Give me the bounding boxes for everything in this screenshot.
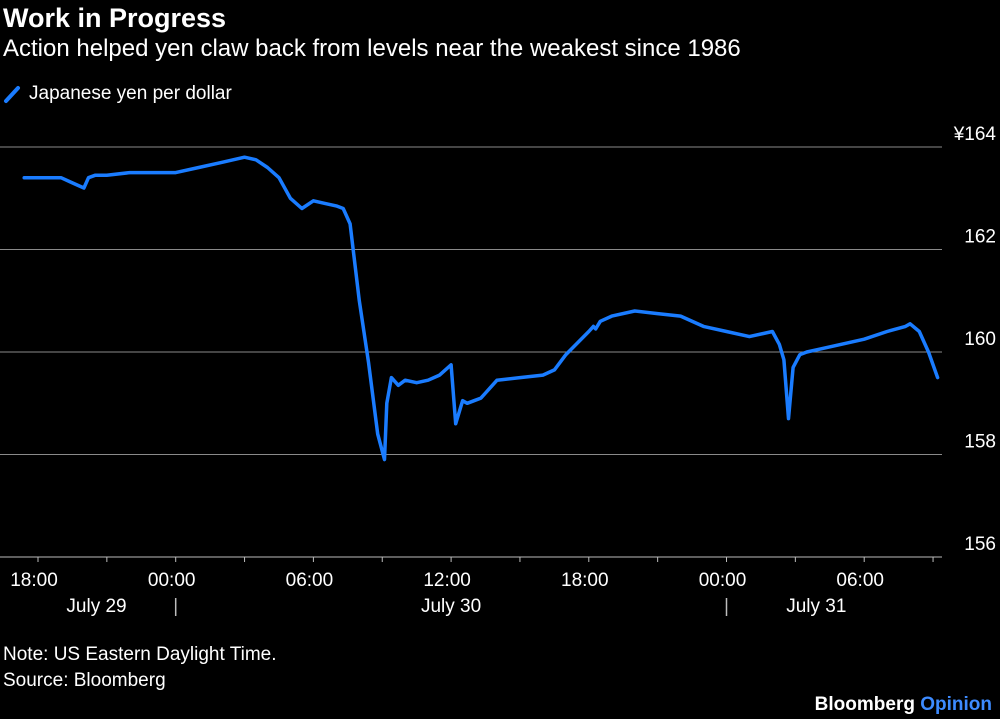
brand-suffix: Opinion xyxy=(920,694,992,715)
gridlines xyxy=(0,146,942,455)
y-tick-label: 162 xyxy=(964,227,996,248)
x-date-label: July 30 xyxy=(421,596,481,617)
brand-name: Bloomberg xyxy=(814,694,915,715)
y-tick-label: 160 xyxy=(964,329,996,350)
x-axis xyxy=(0,556,942,616)
series-layer xyxy=(22,155,940,462)
brand-logo: Bloomberg Opinion xyxy=(815,693,992,717)
note-text: Note: US Eastern Daylight Time. xyxy=(3,644,277,665)
y-tick-label: 156 xyxy=(964,534,996,555)
source-text: Source: Bloomberg xyxy=(3,670,166,691)
legend-label: Japanese yen per dollar xyxy=(29,83,232,104)
x-tick-label: 00:00 xyxy=(148,570,196,591)
x-tick-label: 06:00 xyxy=(286,570,334,591)
chart-subtitle: Action helped yen claw back from levels … xyxy=(3,35,741,62)
x-tick-label: 00:00 xyxy=(699,570,747,591)
chart-title: Work in Progress xyxy=(3,3,227,33)
x-tick-label: 18:00 xyxy=(561,570,609,591)
tick-labels: ¥164 162 160 158 156 18:00 00:00 06:00 12:00 18:0… xyxy=(10,124,996,617)
x-tick-label: 18:00 xyxy=(10,570,58,591)
x-date-label: July 31 xyxy=(786,596,846,617)
x-date-label: July 29 xyxy=(66,596,126,617)
legend: Japanese yen per dollar xyxy=(3,82,232,106)
y-tick-label: ¥164 xyxy=(953,124,997,145)
chart-notes: Note: US Eastern Daylight Time. Source: … xyxy=(3,642,277,694)
legend-swatch-icon xyxy=(4,86,20,103)
x-tick-label: 06:00 xyxy=(836,570,884,591)
series-line xyxy=(22,155,940,462)
y-tick-label: 158 xyxy=(964,432,996,453)
x-tick-label: 12:00 xyxy=(423,570,471,591)
